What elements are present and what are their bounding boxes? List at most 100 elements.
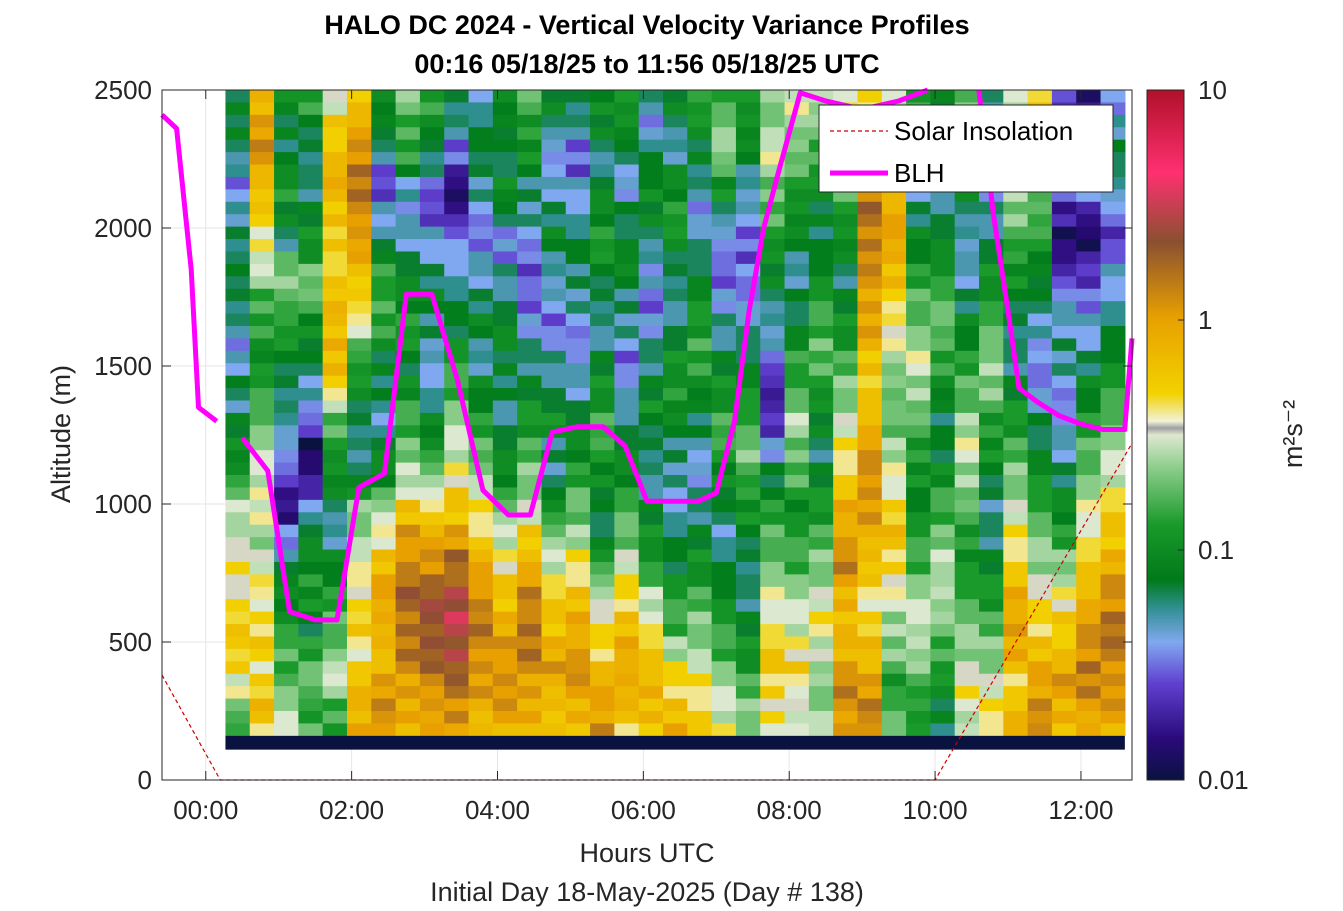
heatmap-cell [444, 462, 470, 476]
heatmap-cell [979, 711, 1004, 725]
heatmap-cell [565, 475, 591, 489]
heatmap-cell [1051, 263, 1077, 277]
heatmap-cell [1076, 226, 1102, 240]
heatmap-cell [249, 549, 275, 563]
heatmap-cell [906, 437, 931, 451]
heatmap-cell [371, 288, 397, 302]
heatmap-cell [687, 226, 713, 240]
heatmap-cell [954, 313, 980, 327]
heatmap-cell [1027, 412, 1053, 426]
heatmap-cell [517, 437, 543, 451]
heatmap-cell [833, 524, 859, 538]
heatmap-cell [298, 499, 324, 513]
heatmap-cell [517, 338, 543, 352]
heatmap-cell [930, 226, 956, 240]
heatmap-cell [857, 251, 883, 265]
heatmap-cell [833, 549, 859, 563]
heatmap-cell [1027, 487, 1053, 501]
heatmap-cell [1003, 189, 1029, 203]
heatmap-cell [322, 437, 348, 451]
heatmap-cell [395, 350, 421, 364]
heatmap-cell [1100, 313, 1126, 327]
heatmap-cell [395, 512, 421, 526]
heatmap-cell [614, 636, 640, 650]
heatmap-cell [760, 499, 786, 513]
heatmap-cell [1051, 450, 1077, 464]
heatmap-cell [1076, 450, 1102, 464]
heatmap-cell [274, 201, 299, 215]
heatmap-cell [954, 686, 980, 700]
heatmap-cell [371, 276, 397, 290]
heatmap-cell [1027, 239, 1053, 253]
heatmap-cell [760, 127, 786, 141]
heatmap-cell [1003, 90, 1029, 104]
heatmap-cell [371, 524, 397, 538]
heatmap-cell [735, 499, 761, 513]
heatmap-cell [1076, 288, 1102, 302]
heatmap-cell [590, 599, 615, 613]
heatmap-cell [1100, 400, 1126, 414]
heatmap-cell [687, 139, 713, 153]
heatmap-cell [808, 263, 834, 277]
heatmap-cell [468, 524, 494, 538]
heatmap-cell [274, 686, 299, 700]
heatmap-cell [614, 375, 640, 389]
heatmap-cell [249, 201, 275, 215]
heatmap-cell [590, 301, 615, 315]
heatmap-cell [274, 102, 299, 116]
heatmap-cell [1100, 251, 1126, 265]
heatmap-cell [906, 537, 931, 551]
heatmap-cell [857, 226, 883, 240]
heatmap-cell [395, 251, 421, 265]
heatmap-cell [1027, 226, 1053, 240]
heatmap-cell [249, 611, 275, 625]
heatmap-cell [663, 263, 688, 277]
heatmap-cell [857, 599, 883, 613]
heatmap-cell [979, 636, 1004, 650]
heatmap-cell [565, 412, 591, 426]
heatmap-cell [614, 338, 640, 352]
heatmap-cell [298, 437, 324, 451]
heatmap-cell [906, 375, 931, 389]
heatmap-cell [517, 611, 543, 625]
heatmap-cell [322, 648, 348, 662]
heatmap-cell [857, 437, 883, 451]
heatmap-cell [1003, 425, 1029, 439]
heatmap-cell [274, 114, 299, 128]
heatmap-cell [906, 487, 931, 501]
heatmap-cell [711, 400, 737, 414]
heatmap-cell [468, 561, 494, 575]
heatmap-cell [857, 723, 883, 737]
heatmap-cell [1100, 512, 1126, 526]
heatmap-cell [590, 350, 615, 364]
heatmap-cell [711, 263, 737, 277]
heatmap-cell [784, 363, 810, 377]
heatmap-cell [590, 624, 615, 638]
heatmap-cell [346, 549, 372, 563]
heatmap-cell [979, 350, 1004, 364]
heatmap-cell [1051, 512, 1077, 526]
heatmap-cell [808, 698, 834, 712]
heatmap-cell [249, 375, 275, 389]
heatmap-cell [371, 450, 397, 464]
heatmap-cell [663, 611, 688, 625]
chart-title: HALO DC 2024 - Vertical Velocity Varianc… [324, 10, 969, 40]
heatmap-cell [225, 152, 251, 166]
heatmap-cell [225, 723, 251, 737]
heatmap-cell [1100, 288, 1126, 302]
heatmap-cell [735, 661, 761, 675]
heatmap-cell [638, 226, 664, 240]
heatmap-cell [954, 350, 980, 364]
heatmap-cell [881, 239, 907, 253]
heatmap-cell [663, 648, 688, 662]
heatmap-cell [881, 338, 907, 352]
heatmap-cell [1003, 537, 1029, 551]
heatmap-cell [1051, 214, 1077, 228]
heatmap-cell [906, 201, 931, 215]
heatmap-cell [419, 102, 445, 116]
heatmap-cell [492, 139, 518, 153]
heatmap-cell [274, 375, 299, 389]
heatmap-cell [322, 152, 348, 166]
heatmap-cell [468, 313, 494, 327]
heatmap-cell [541, 176, 567, 190]
